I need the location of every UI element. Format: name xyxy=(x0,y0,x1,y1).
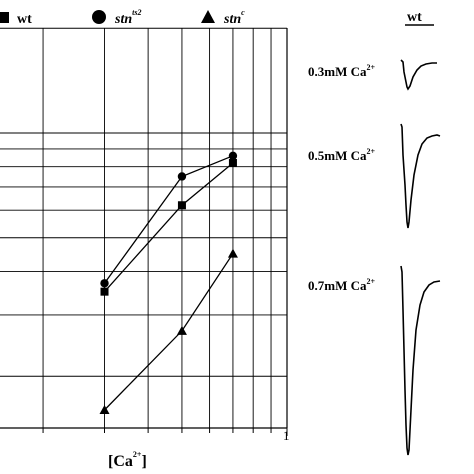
data-point-circle xyxy=(100,279,109,288)
trace-label-0-5: 0.5mM Ca2+ xyxy=(308,147,376,163)
data-point-square xyxy=(100,287,109,296)
traces-panel: wt 0.3mM Ca2+ 0.5mM Ca2+ 0.7mM Ca2+ xyxy=(308,10,441,456)
series-line-0 xyxy=(104,162,234,293)
traces-header: wt xyxy=(407,10,422,25)
x-tick-label-1: 1 xyxy=(283,428,290,443)
data-point-square xyxy=(177,201,186,210)
current-trace-0-5 xyxy=(400,123,441,229)
plot-grid xyxy=(0,27,288,436)
current-trace-0-7 xyxy=(400,265,441,456)
legend-item-stn-ts2: stnts2 xyxy=(92,8,141,27)
trace-label-0-3: 0.3mM Ca2+ xyxy=(308,63,376,79)
legend-triangle-marker xyxy=(201,10,215,23)
legend-label-stn-c: stnc xyxy=(223,8,245,27)
data-point-square xyxy=(228,158,237,167)
legend-circle-marker xyxy=(92,10,106,24)
legend-square-marker xyxy=(0,12,9,23)
series-line-2 xyxy=(104,253,234,411)
data-point-triangle xyxy=(227,248,238,258)
data-point-triangle xyxy=(176,325,187,335)
data-point-circle xyxy=(177,172,187,181)
x-axis-label: [Ca2+] xyxy=(108,450,147,470)
legend-label-stn-ts2: stnts2 xyxy=(114,8,141,27)
legend: wt stnts2 stnc xyxy=(0,8,245,27)
legend-label-wt: wt xyxy=(17,12,32,27)
data-point-circle xyxy=(228,151,238,160)
current-trace-0-3 xyxy=(400,59,437,91)
plot-series xyxy=(99,151,238,414)
legend-item-stn-c: stnc xyxy=(201,8,245,27)
legend-item-wt: wt xyxy=(0,12,32,27)
trace-label-0-7: 0.7mM Ca2+ xyxy=(308,277,376,293)
data-point-triangle xyxy=(99,404,110,414)
